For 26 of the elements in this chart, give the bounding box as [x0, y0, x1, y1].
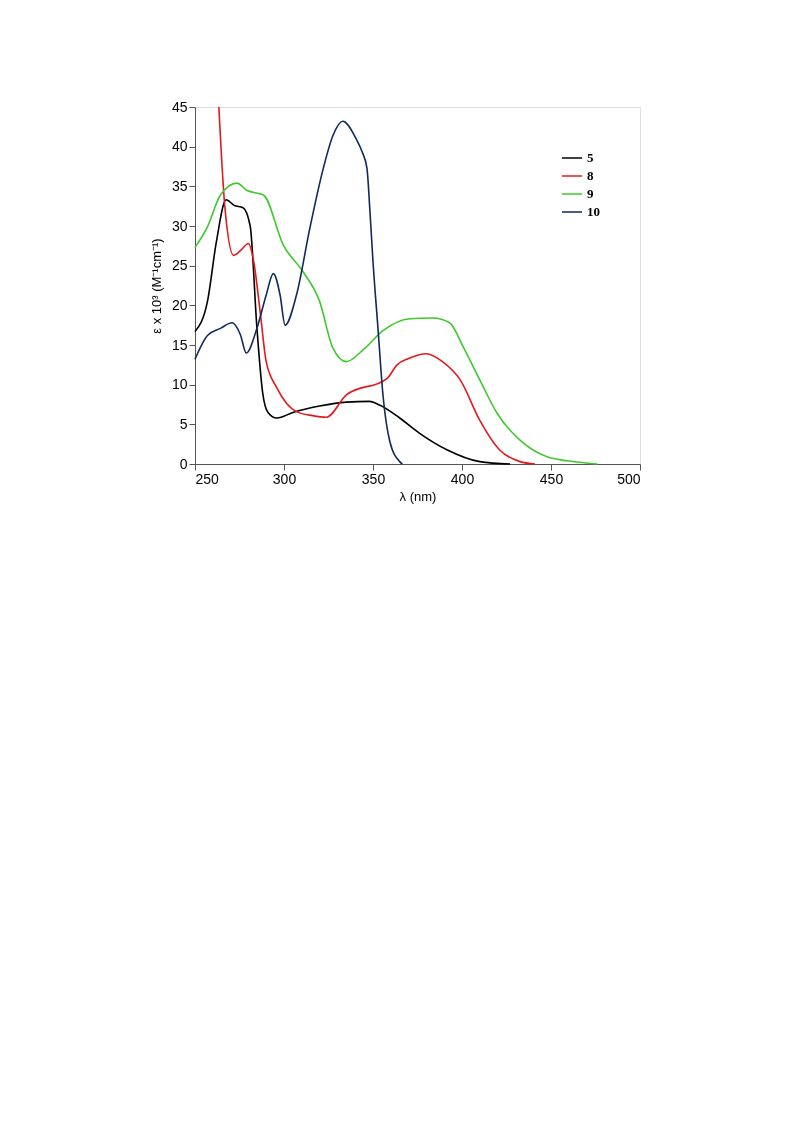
y-tick-label: 10: [171, 376, 188, 393]
x-tick-label: 400: [450, 470, 475, 487]
x-tick-label: 500: [617, 470, 641, 487]
legend-label: 10: [587, 204, 600, 219]
line-series: [218, 106, 536, 465]
y-tick-label: 15: [171, 336, 188, 353]
x-tick-label: 300: [272, 470, 297, 487]
x-axis-title: λ (nm): [399, 488, 437, 504]
y-tick-label: 35: [171, 177, 188, 194]
y-tick-label: 0: [179, 455, 188, 472]
legend-label: 9: [587, 186, 594, 201]
y-axis-title: ε x 10³ (M⁻¹cm⁻¹): [148, 238, 164, 334]
y-tick-label: 30: [171, 217, 188, 234]
line-series: [194, 120, 404, 465]
x-tick-label: 450: [539, 470, 564, 487]
y-tick-label: 45: [171, 98, 188, 115]
line-series: [194, 182, 599, 465]
y-tick-label: 25: [171, 257, 188, 274]
legend-label: 5: [587, 150, 594, 165]
line-series: [194, 199, 511, 465]
x-tick-label: 250: [195, 470, 220, 487]
x-tick-label: 350: [361, 470, 386, 487]
y-tick-label: 40: [171, 138, 188, 155]
y-tick-label: 5: [179, 415, 188, 432]
legend-label: 8: [587, 168, 594, 183]
y-tick-label: 20: [171, 296, 188, 313]
